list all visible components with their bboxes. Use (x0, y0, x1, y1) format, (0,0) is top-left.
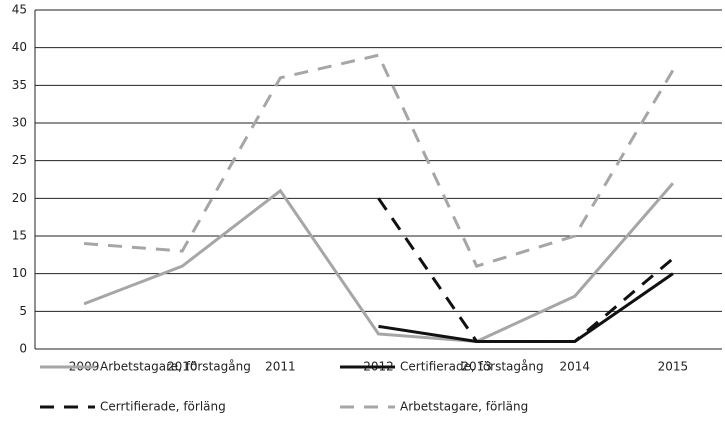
x-tick-label: 2011 (265, 360, 296, 374)
legend-label: Cerrtifierade, förläng (100, 400, 226, 414)
y-tick-label: 45 (12, 3, 27, 17)
y-tick-label: 40 (12, 40, 27, 54)
x-tick-label: 2010 (167, 360, 198, 374)
y-tick-label: 35 (12, 78, 27, 92)
series-line (377, 197, 674, 343)
y-tick-label: 0 (19, 342, 27, 356)
legend-label: Arbetstagare, förstagång (100, 360, 251, 374)
series-line (83, 53, 675, 268)
y-tick-label: 20 (12, 191, 27, 205)
y-tick-label: 15 (12, 229, 27, 243)
y-tick-label: 25 (12, 153, 27, 167)
series-line (83, 182, 675, 343)
x-tick-label: 2013 (461, 360, 492, 374)
y-tick-label: 5 (19, 304, 27, 318)
y-tick-label: 30 (12, 116, 27, 130)
x-tick-label: 2014 (560, 360, 591, 374)
series-line (378, 272, 674, 343)
legend-label: Certifierade, förstagång (400, 360, 544, 374)
y-tick-label: 10 (12, 266, 27, 280)
legend-label: Arbetstagare, förläng (400, 400, 528, 414)
x-tick-label: 2015 (658, 360, 689, 374)
